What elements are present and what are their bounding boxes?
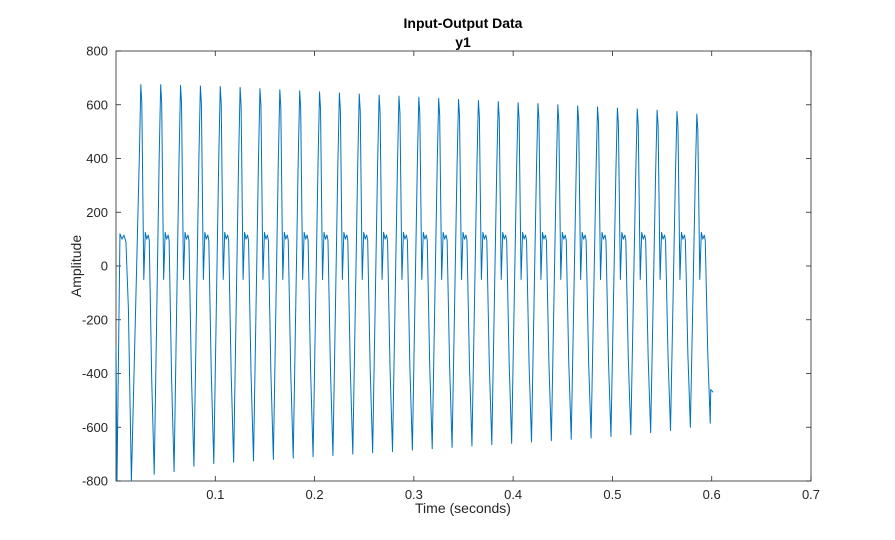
y-tick-label: -800 (82, 474, 108, 489)
x-axis-label: Time (seconds) (415, 500, 511, 516)
y-tick-label: 600 (86, 97, 108, 112)
x-tick-label: 0.4 (504, 487, 522, 502)
y-axis-label: Amplitude (68, 235, 84, 297)
x-tick-label: 0.3 (405, 487, 423, 502)
y-tick-label: -200 (82, 312, 108, 327)
x-tick-label: 0.6 (703, 487, 721, 502)
series-line (115, 84, 714, 482)
y-tick-label: 200 (86, 205, 108, 220)
y-tick-label: 800 (86, 44, 108, 59)
x-tick-label: 0.7 (802, 487, 820, 502)
x-tick-label: 0.1 (206, 487, 224, 502)
y-tick-label: -600 (82, 420, 108, 435)
plot-area: 0.1 0.2 0.3 0.4 0.5 0.6 0.7 -800 -600 -400 -200 0 20… (82, 44, 820, 503)
x-tick-label: 0.5 (603, 487, 621, 502)
y-tick-label: -400 (82, 366, 108, 381)
chart-title: Input-Output Data (404, 15, 523, 31)
y-tick-label: 400 (86, 151, 108, 166)
x-tick-label: 0.2 (306, 487, 324, 502)
chart-subtitle: y1 (455, 34, 471, 50)
y-tick-label: 0 (101, 259, 108, 274)
